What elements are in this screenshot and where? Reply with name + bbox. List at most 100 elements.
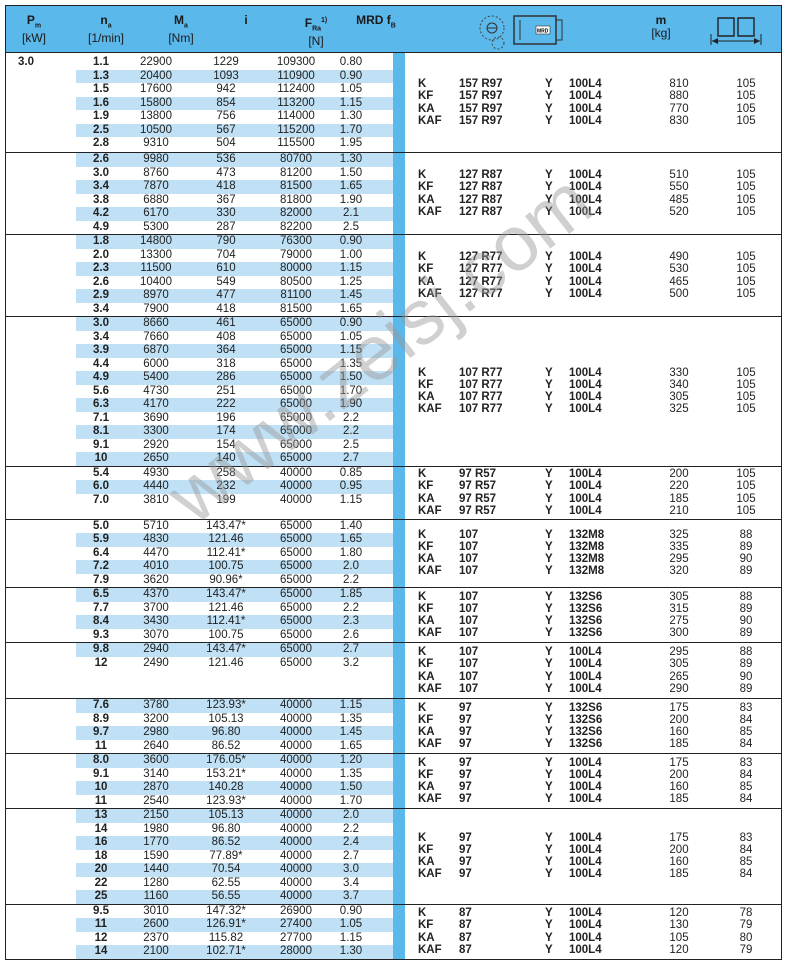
- motor-size: 100L4: [569, 403, 602, 416]
- type-row: KAF 107 Y 132S6 300 89: [405, 627, 781, 639]
- radial-load: 109300: [276, 56, 316, 68]
- table-row: 1.3 20400 1093 110900 0.90: [76, 69, 394, 83]
- radial-load: 65000: [280, 546, 312, 559]
- ratio: 121.46: [208, 601, 244, 614]
- service-factor: 2.7: [343, 643, 359, 655]
- type-row: KAF 157 R97 Y 100L4 830 105: [405, 115, 781, 127]
- mass: 770: [669, 102, 689, 115]
- table-row: 12 2490 121.46 65000 3.2: [76, 657, 393, 671]
- radial-load: 65000: [280, 438, 312, 451]
- divider-bar: [393, 699, 405, 753]
- motor-size: 100L4: [569, 251, 602, 264]
- radial-load: 40000: [280, 480, 312, 492]
- divider-bar: [393, 519, 405, 587]
- radial-load: 40000: [280, 794, 312, 807]
- table-row: 14 2100 102.71* 28000 1.30: [76, 945, 394, 959]
- table-row: 6.4 4470 112.41* 65000 1.80: [76, 547, 393, 561]
- output-speed: 4.4: [93, 357, 109, 370]
- mass: 175: [669, 831, 689, 844]
- output-torque: 9980: [143, 153, 169, 165]
- ratings-block: 1.1 22900 1229 109300 0.80 1.3 20400 1093 110900…: [6, 53, 394, 152]
- output-speed: 4.9: [93, 220, 109, 233]
- types-block: K 87 Y 100L4 120 78 KF 87 Y 100L4 130 79 KA 87 Y 100L4 1…: [405, 905, 781, 959]
- gear-type: KF: [418, 379, 434, 392]
- dimension-page: 80: [739, 931, 753, 944]
- types-block: K 97 Y 132S6 175 83 KF 97 Y 132S6 200 84 KA 97 Y 132S6 1…: [405, 699, 781, 753]
- type-row: KA 127 R77 Y 100L4 465 105: [405, 276, 781, 288]
- gear-type: KA: [418, 553, 435, 566]
- table-row: 7.0 3810 199 40000 1.15: [76, 494, 393, 508]
- motor-series: Y: [545, 602, 553, 615]
- service-factor: 1.15: [339, 344, 363, 356]
- output-speed: 1.3: [93, 69, 109, 82]
- table-row: 11 2640 86.52 40000 1.65: [76, 740, 393, 754]
- mass: 320: [669, 565, 689, 578]
- table-row: 8.9 3200 105.13 40000 1.35: [76, 713, 393, 727]
- ratio: 567: [216, 123, 236, 136]
- service-factor: 3.2: [343, 656, 359, 669]
- gear-size: 107: [459, 646, 479, 659]
- radial-load: 40000: [280, 822, 312, 835]
- table-row: 18 1590 77.89* 40000 2.7: [76, 850, 393, 864]
- type-row: K 97 Y 100L4 175 83: [405, 757, 781, 769]
- table-row: 22 1280 62.55 40000 3.4: [76, 877, 393, 891]
- type-row: KF 107 R77 Y 100L4 340 105: [405, 379, 781, 391]
- gear-size: 97: [459, 793, 472, 806]
- ratio: 367: [216, 193, 236, 206]
- dimension-page: 83: [739, 701, 753, 714]
- table-row: 5.4 4930 258 40000 0.85: [76, 467, 393, 481]
- service-factor: 1.30: [339, 153, 363, 165]
- motor-series: Y: [545, 90, 553, 103]
- ratio: 56.55: [211, 890, 241, 902]
- output-speed: 4.2: [93, 207, 109, 219]
- ratio: 102.71*: [206, 945, 246, 957]
- output-torque: 4170: [143, 398, 169, 410]
- power-value: 3.0: [18, 56, 34, 68]
- type-row: KA 97 R57 Y 100L4 185 105: [405, 493, 781, 505]
- service-factor: 1.15: [339, 699, 363, 711]
- output-speed: 5.6: [93, 384, 109, 397]
- header-power: Pm [kW]: [22, 13, 46, 46]
- mass: 290: [669, 682, 689, 695]
- motor-size: 132S6: [569, 615, 603, 627]
- service-factor: 2.4: [343, 836, 359, 848]
- radial-load: 65000: [280, 519, 312, 532]
- type-row: KA 127 R87 Y 100L4 485 105: [405, 194, 781, 206]
- dimension-page: 105: [736, 366, 756, 379]
- ratio: 790: [216, 235, 236, 247]
- gear-type: KA: [418, 275, 435, 288]
- radial-load: 40000: [280, 466, 312, 479]
- dimension-page: 105: [736, 263, 756, 276]
- ratio: 105.13: [208, 712, 244, 725]
- output-speed: 10: [94, 452, 108, 464]
- mass: 185: [669, 738, 689, 751]
- gear-type: KAF: [418, 627, 442, 640]
- gear-type: KF: [418, 658, 434, 671]
- service-factor: 1.95: [339, 137, 363, 149]
- gear-size: 97: [459, 726, 472, 738]
- table-row: 1.8 14800 790 76300 0.90: [76, 235, 394, 249]
- output-torque: 4470: [143, 546, 169, 559]
- dimension-page: 78: [739, 907, 753, 920]
- service-factor: 2.6: [343, 628, 359, 641]
- output-torque: 1280: [143, 876, 169, 889]
- output-speed: 9.1: [93, 438, 109, 451]
- gear-size: 107: [459, 627, 479, 640]
- gear-size: 157 R97: [459, 102, 503, 115]
- dimension-page: 83: [739, 831, 753, 844]
- gear-type: KA: [418, 856, 435, 869]
- mass: 300: [669, 627, 689, 640]
- service-factor: 1.15: [339, 96, 363, 109]
- radial-load: 65000: [280, 330, 312, 343]
- table-row: 4.9 5400 286 65000 1.50: [76, 371, 394, 385]
- gear-size: 107 R77: [459, 379, 503, 392]
- service-factor: 0.80: [339, 56, 363, 68]
- motor-size: 100L4: [569, 169, 602, 182]
- radial-load: 40000: [280, 849, 312, 862]
- motor-size: 132S6: [569, 627, 603, 640]
- type-row: K 107 R77 Y 100L4 330 105: [405, 367, 781, 379]
- output-speed: 5.4: [93, 466, 109, 479]
- ratio: 112.41*: [206, 615, 246, 627]
- table-row: 5.0 5710 143.47* 65000 1.40: [76, 520, 393, 534]
- ratio: 62.55: [211, 876, 241, 889]
